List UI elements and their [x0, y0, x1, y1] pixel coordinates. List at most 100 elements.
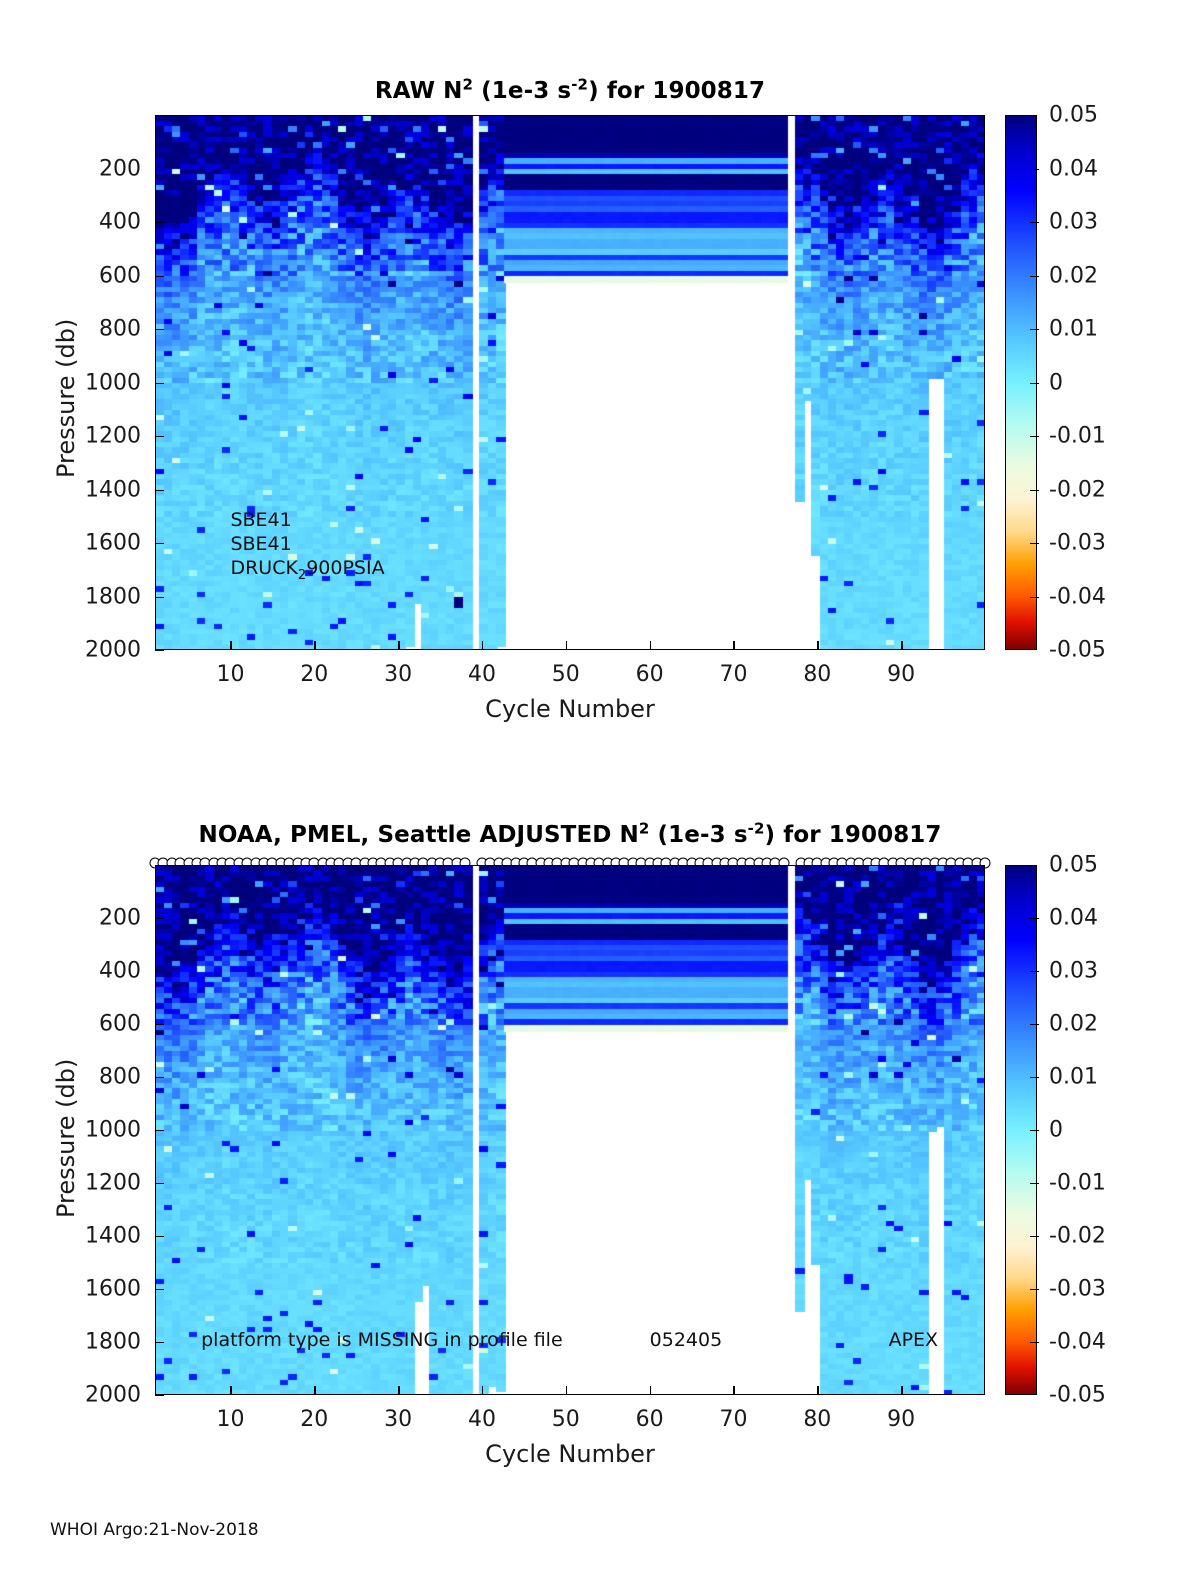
- colorbar-tick-mark: [1030, 1024, 1039, 1026]
- colorbar-tick-label: -0.04: [1049, 1329, 1106, 1355]
- y-tick-mark: [155, 1395, 164, 1397]
- y-tick-label: 200: [99, 156, 141, 181]
- y-tick-label: 1200: [85, 1170, 141, 1196]
- y-tick-label: 600: [99, 263, 141, 288]
- y-tick-mark: [155, 489, 164, 491]
- x-tick-mark: [649, 1386, 652, 1395]
- y-tick-mark: [155, 168, 164, 170]
- colorbar-tick-label: -0.01: [1049, 423, 1106, 449]
- x-tick-label: 40: [467, 662, 496, 687]
- x-tick-mark: [565, 641, 568, 650]
- platform-family: APEX: [888, 1329, 939, 1351]
- y-tick-mark: [155, 436, 164, 438]
- x-tick-label: 30: [384, 1407, 413, 1432]
- y-axis-title-adjusted: Pressure (db): [52, 1058, 80, 1218]
- x-tick-mark: [901, 1386, 903, 1395]
- x-tick-mark: [398, 1386, 400, 1395]
- profile-marker: [979, 857, 991, 869]
- x-tick-mark: [230, 1386, 232, 1395]
- colorbar-tick-label: 0.03: [1049, 958, 1098, 984]
- x-tick-mark: [314, 641, 316, 650]
- y-tick-label: 1600: [85, 530, 141, 556]
- colorbar-tick-mark: [1030, 918, 1039, 920]
- colorbar-tick-label: -0.01: [1049, 1170, 1106, 1196]
- y-tick-mark: [155, 1342, 164, 1344]
- x-tick-label: 80: [803, 662, 832, 687]
- colorbar-tick-label: -0.03: [1049, 530, 1106, 556]
- colorbar-tick-label: 0.04: [1049, 905, 1098, 931]
- colorbar-tick-mark: [1030, 971, 1039, 973]
- x-tick-mark: [733, 641, 735, 650]
- x-axis-title-adjusted: Cycle Number: [485, 1440, 655, 1468]
- x-tick-label: 60: [635, 662, 664, 687]
- y-tick-mark: [155, 918, 164, 920]
- y-tick-label: 1000: [85, 370, 141, 395]
- colorbar-tick-label: 0.04: [1049, 156, 1098, 181]
- colorbar-tick-label: -0.04: [1049, 584, 1106, 609]
- y-tick-label: 400: [99, 209, 141, 235]
- colorbar-tick-mark: [1030, 1130, 1039, 1132]
- heatmap-canvas-adjusted: [156, 866, 984, 1394]
- colorbar-tick-label: 0.01: [1049, 1064, 1098, 1090]
- y-tick-mark: [155, 1024, 164, 1026]
- x-tick-mark: [649, 641, 652, 650]
- colorbar-tick-mark: [1030, 1077, 1039, 1079]
- colorbar-tick-label: -0.02: [1049, 477, 1106, 502]
- x-tick-mark: [565, 1386, 568, 1395]
- y-tick-label: 600: [99, 1011, 141, 1037]
- y-tick-label: 1000: [85, 1117, 141, 1143]
- x-tick-label: 60: [635, 1407, 664, 1432]
- y-tick-mark: [155, 382, 164, 384]
- heatmap-axes-adjusted[interactable]: [155, 865, 985, 1395]
- x-axis-title-raw: Cycle Number: [485, 695, 655, 723]
- y-tick-mark: [155, 650, 164, 652]
- platform-type-note: platform type is MISSING in profile file: [201, 1329, 563, 1351]
- colorbar-tick-label: -0.03: [1049, 1276, 1106, 1302]
- colorbar-tick-label: 0: [1049, 370, 1063, 395]
- y-tick-mark: [155, 1183, 164, 1185]
- x-tick-label: 20: [300, 1407, 329, 1432]
- sensor-line-2: SBE41: [230, 532, 292, 555]
- y-tick-label: 1800: [85, 1329, 141, 1355]
- y-tick-label: 800: [99, 316, 141, 342]
- colorbar-tick-label: 0.01: [1049, 316, 1098, 342]
- wmo-instrument-code: 052405: [649, 1329, 723, 1351]
- y-tick-mark: [155, 543, 164, 545]
- x-tick-label: 30: [384, 662, 413, 687]
- y-tick-mark: [155, 1236, 164, 1238]
- y-tick-label: 2000: [85, 637, 141, 663]
- colorbar-tick-mark: [1030, 329, 1039, 331]
- sensor-line-3: DRUCK2900PSIA: [230, 556, 385, 583]
- y-tick-label: 1400: [85, 1223, 141, 1249]
- x-tick-label: 90: [887, 662, 916, 687]
- heatmap-axes-raw[interactable]: [155, 115, 985, 650]
- y-tick-mark: [155, 1289, 164, 1291]
- x-tick-label: 70: [719, 662, 748, 687]
- y-tick-mark: [155, 1130, 164, 1132]
- x-tick-label: 50: [551, 662, 580, 687]
- colorbar-tick-mark: [1030, 222, 1039, 224]
- colorbar-tick-mark: [1030, 1236, 1039, 1238]
- figure-footer: WHOI Argo:21-Nov-2018: [50, 1520, 259, 1540]
- colorbar-tick-mark: [1030, 436, 1039, 438]
- y-tick-mark: [155, 971, 164, 973]
- x-tick-mark: [733, 1386, 735, 1395]
- colorbar-tick-mark: [1030, 596, 1039, 598]
- colorbar-tick-mark: [1030, 275, 1039, 277]
- x-tick-mark: [901, 641, 903, 650]
- x-tick-label: 10: [216, 1407, 245, 1432]
- y-tick-mark: [155, 222, 164, 224]
- colorbar-tick-label: 0.02: [1049, 263, 1098, 288]
- x-tick-label: 80: [803, 1407, 832, 1432]
- colorbar-tick-mark: [1030, 1289, 1039, 1291]
- y-tick-mark: [155, 1077, 164, 1079]
- plot-title-raw: RAW N2 (1e-3 s-2) for 1900817: [374, 75, 766, 104]
- x-tick-mark: [314, 1386, 316, 1395]
- x-tick-label: 20: [300, 662, 329, 687]
- colorbar-tick-label: 0.05: [1049, 852, 1098, 878]
- x-tick-mark: [481, 641, 484, 650]
- x-tick-label: 50: [551, 1407, 580, 1432]
- colorbar-tick-label: 0.02: [1049, 1011, 1098, 1037]
- colorbar-tick-label: 0: [1049, 1117, 1063, 1143]
- y-axis-title-raw: Pressure (db): [52, 318, 80, 478]
